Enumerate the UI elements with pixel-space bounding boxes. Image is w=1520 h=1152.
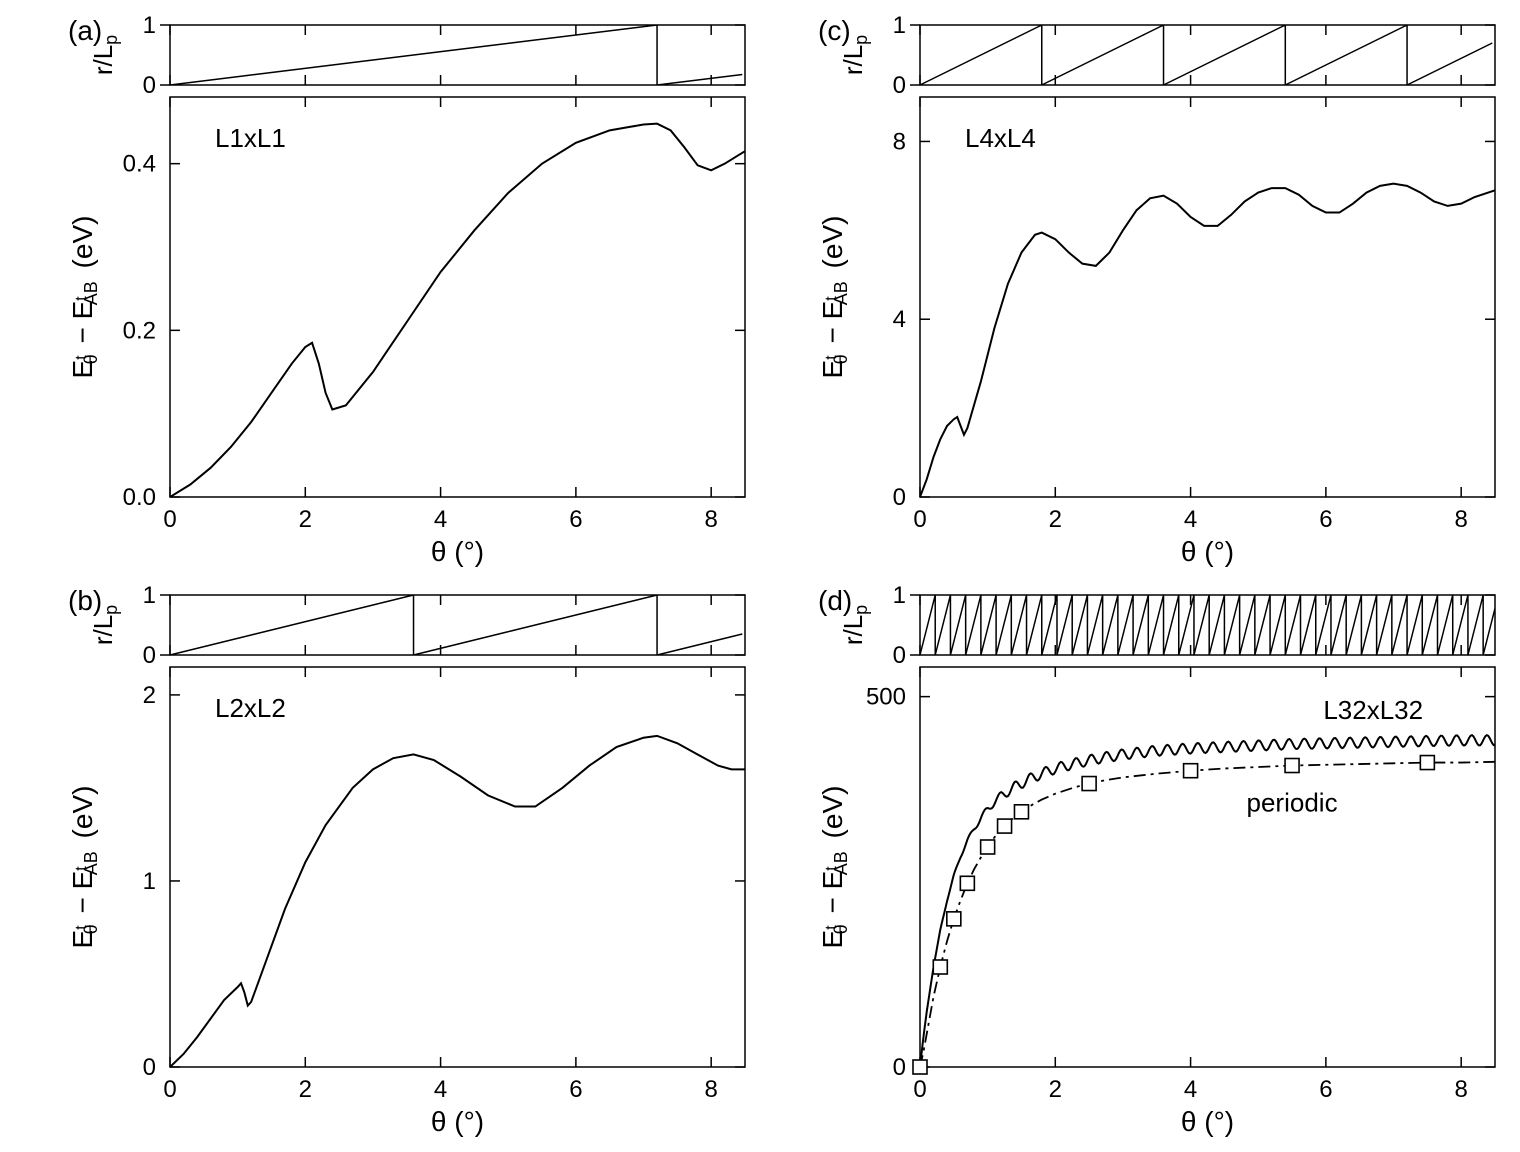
svg-text:4: 4 [1184, 506, 1197, 533]
periodic-label: periodic [1247, 787, 1338, 817]
panel-b: (b)01r/Lp02468012θ (°)Etθ − EtAB (eV)L2x… [67, 582, 745, 1137]
svg-text:1: 1 [143, 12, 156, 39]
svg-text:0: 0 [143, 642, 156, 669]
x-axis-label: θ (°) [1181, 1106, 1234, 1137]
x-axis-label: θ (°) [1181, 536, 1234, 567]
periodic-curve [920, 762, 1495, 1067]
periodic-marker [960, 876, 974, 890]
periodic-marker [1082, 777, 1096, 791]
svg-text:0.2: 0.2 [123, 317, 156, 344]
svg-text:1: 1 [143, 868, 156, 895]
saw-curve-a [170, 25, 742, 85]
main-curve-c [920, 184, 1495, 497]
main-curve-d [920, 735, 1495, 1067]
inner-label: L2xL2 [215, 693, 286, 723]
periodic-marker [1420, 756, 1434, 770]
svg-text:0: 0 [913, 506, 926, 533]
main-curve-b [170, 736, 745, 1067]
svg-text:8: 8 [1454, 1076, 1467, 1103]
svg-text:2: 2 [1049, 506, 1062, 533]
inner-label: L32xL32 [1323, 695, 1423, 725]
figure-svg: (a)01r/Lp024680.00.20.4θ (°)Etθ − EtAB (… [0, 0, 1520, 1152]
svg-text:0: 0 [163, 1076, 176, 1103]
svg-text:1: 1 [893, 12, 906, 39]
svg-text:2: 2 [1049, 1076, 1062, 1103]
y-axis-label: Etθ − EtAB (eV) [67, 786, 101, 949]
svg-text:2: 2 [299, 1076, 312, 1103]
svg-text:8: 8 [893, 128, 906, 155]
svg-text:0.0: 0.0 [123, 484, 156, 511]
periodic-marker [1014, 805, 1028, 819]
svg-text:6: 6 [1319, 1076, 1332, 1103]
x-axis-label: θ (°) [431, 536, 484, 567]
periodic-marker [1285, 759, 1299, 773]
x-axis-label: θ (°) [431, 1106, 484, 1137]
panel-c: (c)01r/Lp02468048θ (°)Etθ − EtAB (eV)L4x… [817, 12, 1495, 567]
svg-text:0: 0 [143, 1054, 156, 1081]
svg-text:0.4: 0.4 [123, 151, 156, 178]
svg-text:4: 4 [893, 306, 906, 333]
panel-d: (d)01r/Lp024680500θ (°)Etθ − EtAB (eV)L3… [817, 582, 1495, 1137]
periodic-marker [913, 1060, 927, 1074]
periodic-marker [933, 960, 947, 974]
panel-letter-d: (d) [818, 585, 852, 616]
svg-text:4: 4 [434, 506, 447, 533]
svg-text:0: 0 [893, 484, 906, 511]
svg-text:0: 0 [913, 1076, 926, 1103]
main-curve-a [170, 124, 745, 497]
panel-letter-b: (b) [68, 585, 102, 616]
saw-curve-c [920, 25, 1492, 85]
svg-text:0: 0 [893, 1054, 906, 1081]
svg-text:6: 6 [1319, 506, 1332, 533]
saw-curve-b [170, 595, 742, 655]
panel-letter-a: (a) [68, 15, 102, 46]
svg-text:2: 2 [299, 506, 312, 533]
inner-label: L1xL1 [215, 123, 286, 153]
inner-label: L4xL4 [965, 123, 1036, 153]
saw-curve-d [920, 595, 1495, 655]
svg-text:6: 6 [569, 1076, 582, 1103]
svg-text:6: 6 [569, 506, 582, 533]
svg-text:4: 4 [434, 1076, 447, 1103]
svg-text:4: 4 [1184, 1076, 1197, 1103]
svg-text:500: 500 [866, 684, 906, 711]
y-axis-label: Etθ − EtAB (eV) [67, 216, 101, 379]
y-axis-label: Etθ − EtAB (eV) [817, 216, 851, 379]
svg-text:1: 1 [893, 582, 906, 609]
svg-text:8: 8 [704, 506, 717, 533]
svg-text:0: 0 [893, 72, 906, 99]
periodic-marker [947, 912, 961, 926]
svg-text:0: 0 [143, 72, 156, 99]
periodic-marker [981, 840, 995, 854]
svg-text:2: 2 [143, 682, 156, 709]
panel-letter-c: (c) [818, 15, 851, 46]
svg-text:8: 8 [704, 1076, 717, 1103]
svg-text:0: 0 [893, 642, 906, 669]
panel-a: (a)01r/Lp024680.00.20.4θ (°)Etθ − EtAB (… [67, 12, 745, 567]
svg-text:1: 1 [143, 582, 156, 609]
y-axis-label: Etθ − EtAB (eV) [817, 786, 851, 949]
periodic-marker [998, 819, 1012, 833]
svg-text:0: 0 [163, 506, 176, 533]
svg-text:8: 8 [1454, 506, 1467, 533]
periodic-marker [1184, 764, 1198, 778]
